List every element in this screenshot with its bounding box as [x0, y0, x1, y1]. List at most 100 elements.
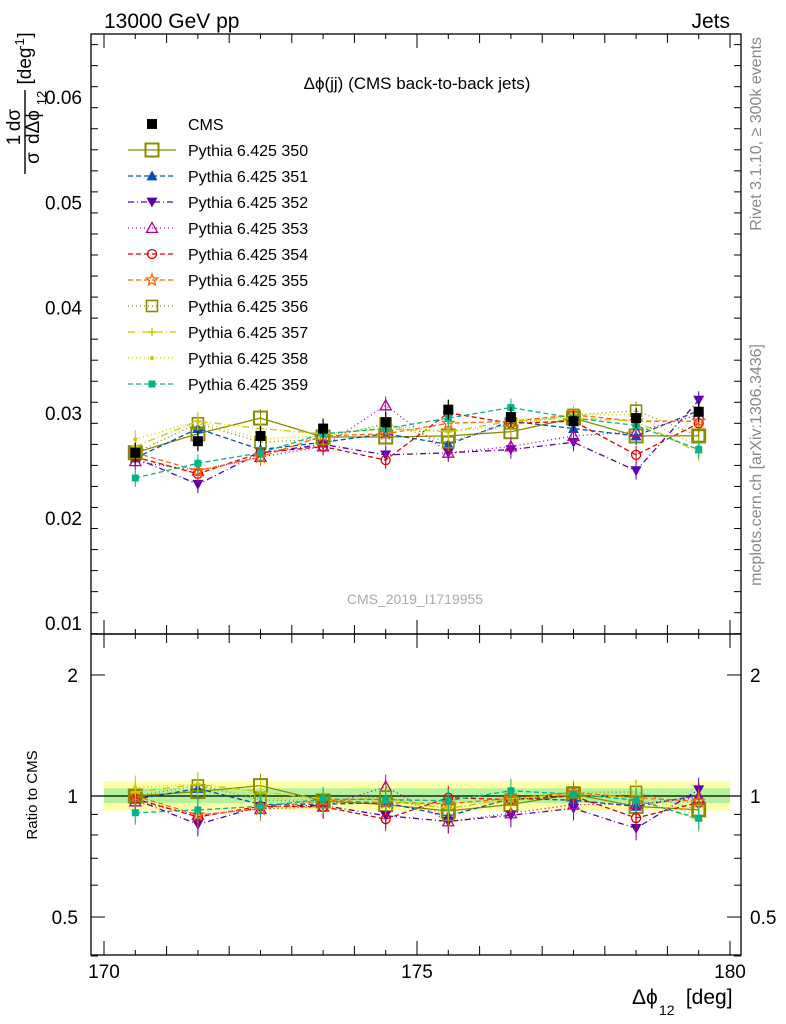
legend-entry: Pythia 6.425 357 [128, 325, 308, 342]
legend-entry: Pythia 6.425 351 [128, 169, 308, 186]
data-point [192, 479, 204, 490]
cms-data-point [192, 436, 203, 447]
series-line [135, 414, 699, 472]
legend-label: Pythia 6.425 354 [188, 247, 308, 264]
ratio-point [319, 795, 327, 803]
series-6425352 [129, 391, 705, 494]
ratio-tick-label-right: 2 [750, 666, 761, 687]
y-tick-label: 0.05 [45, 193, 82, 214]
legend-label: CMS [188, 117, 224, 134]
data-point [446, 429, 451, 434]
ratio-line [135, 787, 699, 817]
data-point [504, 439, 518, 452]
ratio-frame [90, 633, 742, 956]
legend-entry: Pythia 6.425 358 [128, 351, 308, 368]
svg-text:σ: σ [23, 152, 44, 164]
ratio-series-6425359 [131, 778, 703, 831]
legend-label: Pythia 6.425 358 [188, 351, 308, 368]
series-line [135, 414, 699, 448]
ratio-tick-label-left: 2 [67, 666, 78, 687]
series-6425359 [131, 398, 703, 488]
y-tick-label: 0.04 [45, 299, 82, 320]
cms-data-point [505, 412, 516, 423]
series-6425354 [130, 403, 704, 483]
y-tick-label: 0.01 [45, 614, 82, 635]
legend-marker [148, 328, 156, 336]
ratio-point [257, 802, 264, 810]
data-point [566, 429, 581, 441]
chart-title: Δϕ(jj) (CMS back-to-back jets) [304, 74, 531, 93]
y-axis-label: 1 dσ σ dΔϕ 12 [deg -1 ] [4, 32, 49, 174]
legend-entry: Pythia 6.425 350 [128, 142, 308, 160]
svg-text:12: 12 [34, 91, 49, 105]
analysis-label: CMS_2019_I1719955 [347, 591, 483, 607]
legend-marker [148, 380, 156, 388]
ratio-tick-label-left: 0.5 [52, 908, 78, 929]
legend-label: Pythia 6.425 357 [188, 325, 308, 342]
data-point [695, 446, 703, 454]
legend-marker [146, 170, 158, 181]
data-point [693, 395, 705, 406]
data-point [133, 437, 138, 442]
ratio-tick-label-left: 1 [67, 787, 78, 808]
data-point [131, 474, 139, 482]
series-line [135, 399, 700, 486]
legend-entry: Pythia 6.425 353 [128, 221, 308, 238]
ratio-point [382, 796, 390, 804]
main-curves [127, 391, 707, 494]
cms-data-point [255, 430, 266, 441]
ratio-point [695, 814, 703, 822]
series-line [135, 417, 699, 454]
svg-text:dσ: dσ [4, 109, 25, 132]
svg-text:[deg: [deg [15, 48, 36, 85]
cms-data-point [443, 404, 454, 415]
series-6425356 [129, 401, 706, 462]
mcplots-label: mcplots.cern.ch [arXiv:1306.3436] [748, 344, 765, 586]
series-cms-data [130, 399, 704, 463]
data-point [257, 449, 264, 457]
legend-entry: Pythia 6.425 359 [128, 377, 308, 394]
ratio-point [131, 809, 139, 817]
ratio-tick-label-right: 1 [750, 787, 761, 808]
svg-text:]: ] [15, 32, 36, 37]
cms-data-point [631, 413, 642, 424]
ratio-point [133, 785, 138, 790]
data-point [441, 445, 455, 458]
svg-text:Δϕ: Δϕ [632, 986, 658, 1009]
ratio-point [504, 806, 518, 819]
ratio-point [570, 790, 577, 798]
ratio-point [195, 782, 200, 787]
legend-marker [145, 299, 159, 313]
cms-data-point [130, 447, 141, 458]
data-point [195, 419, 200, 424]
svg-text:[deg]: [deg] [680, 986, 733, 1009]
legend-label: Pythia 6.425 359 [188, 377, 308, 394]
axes: 170 175 180 0.01 0.02 0.03 0.04 0.05 0.06 0.5 0.5 1… [45, 33, 776, 983]
series-line [135, 410, 699, 454]
ratio-point [194, 806, 202, 814]
legend-label: Pythia 6.425 351 [188, 169, 308, 186]
legend-entry: Pythia 6.425 356 [128, 299, 308, 316]
series-6425355 [127, 405, 707, 480]
ratio-point [444, 797, 452, 805]
data-point [379, 398, 393, 411]
data-point [630, 449, 642, 461]
cms-data-point [318, 423, 329, 434]
legend-marker [145, 221, 159, 234]
ratio-line [135, 791, 699, 816]
svg-text:-1: -1 [12, 38, 27, 50]
ratio-point [507, 787, 515, 795]
ratio-tick-label-right: 0.5 [750, 908, 776, 929]
header-right: Jets [691, 10, 730, 33]
rivet-label: Rivet 3.1.10, ≥ 300k events [748, 37, 765, 231]
data-point [190, 462, 206, 477]
svg-text:12: 12 [659, 1002, 675, 1018]
ratio-point [630, 812, 642, 824]
ratio-point [566, 797, 581, 810]
series-line [135, 406, 699, 479]
data-point [629, 424, 643, 437]
legend-label: Pythia 6.425 350 [188, 143, 308, 160]
ratio-axis-label: Ratio to CMS [24, 750, 41, 839]
cms-data-point [380, 417, 391, 428]
legend-marker [144, 272, 160, 287]
